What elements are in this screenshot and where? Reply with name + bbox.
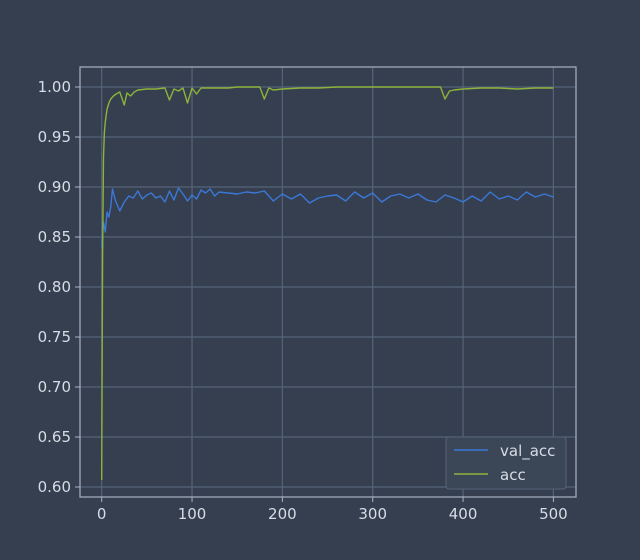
series-line-acc xyxy=(100,86,554,481)
legend: val_acc acc xyxy=(445,436,567,490)
y-tick-label: 0.85 xyxy=(38,228,71,246)
y-tick-label: 0.60 xyxy=(38,478,71,496)
legend-label-acc: acc xyxy=(500,466,526,484)
y-tick-label: 0.75 xyxy=(38,328,71,346)
x-tick-label: 400 xyxy=(449,505,478,523)
x-tick-label: 300 xyxy=(358,505,387,523)
plot-frame xyxy=(79,66,577,498)
series-layer xyxy=(100,86,554,481)
x-tick-label: 100 xyxy=(178,505,207,523)
legend-label-val-acc: val_acc xyxy=(500,442,555,461)
y-tick-label: 1.00 xyxy=(38,78,71,96)
y-tick-label: 0.65 xyxy=(38,428,71,446)
y-axis: 0.60 0.65 0.70 0.75 0.80 0.85 0.90 0.95 1.00 xyxy=(38,78,80,496)
x-tick-label: 500 xyxy=(539,505,568,523)
y-tick-label: 0.95 xyxy=(38,128,71,146)
x-axis: 0 100 200 300 400 500 xyxy=(97,497,568,523)
y-tick-label: 0.70 xyxy=(38,378,71,396)
y-tick-label: 0.90 xyxy=(38,178,71,196)
x-tick-label: 0 xyxy=(97,505,107,523)
y-tick-label: 0.80 xyxy=(38,278,71,296)
series-line-val-acc xyxy=(100,187,554,248)
grid xyxy=(80,67,576,497)
x-tick-label: 200 xyxy=(268,505,297,523)
